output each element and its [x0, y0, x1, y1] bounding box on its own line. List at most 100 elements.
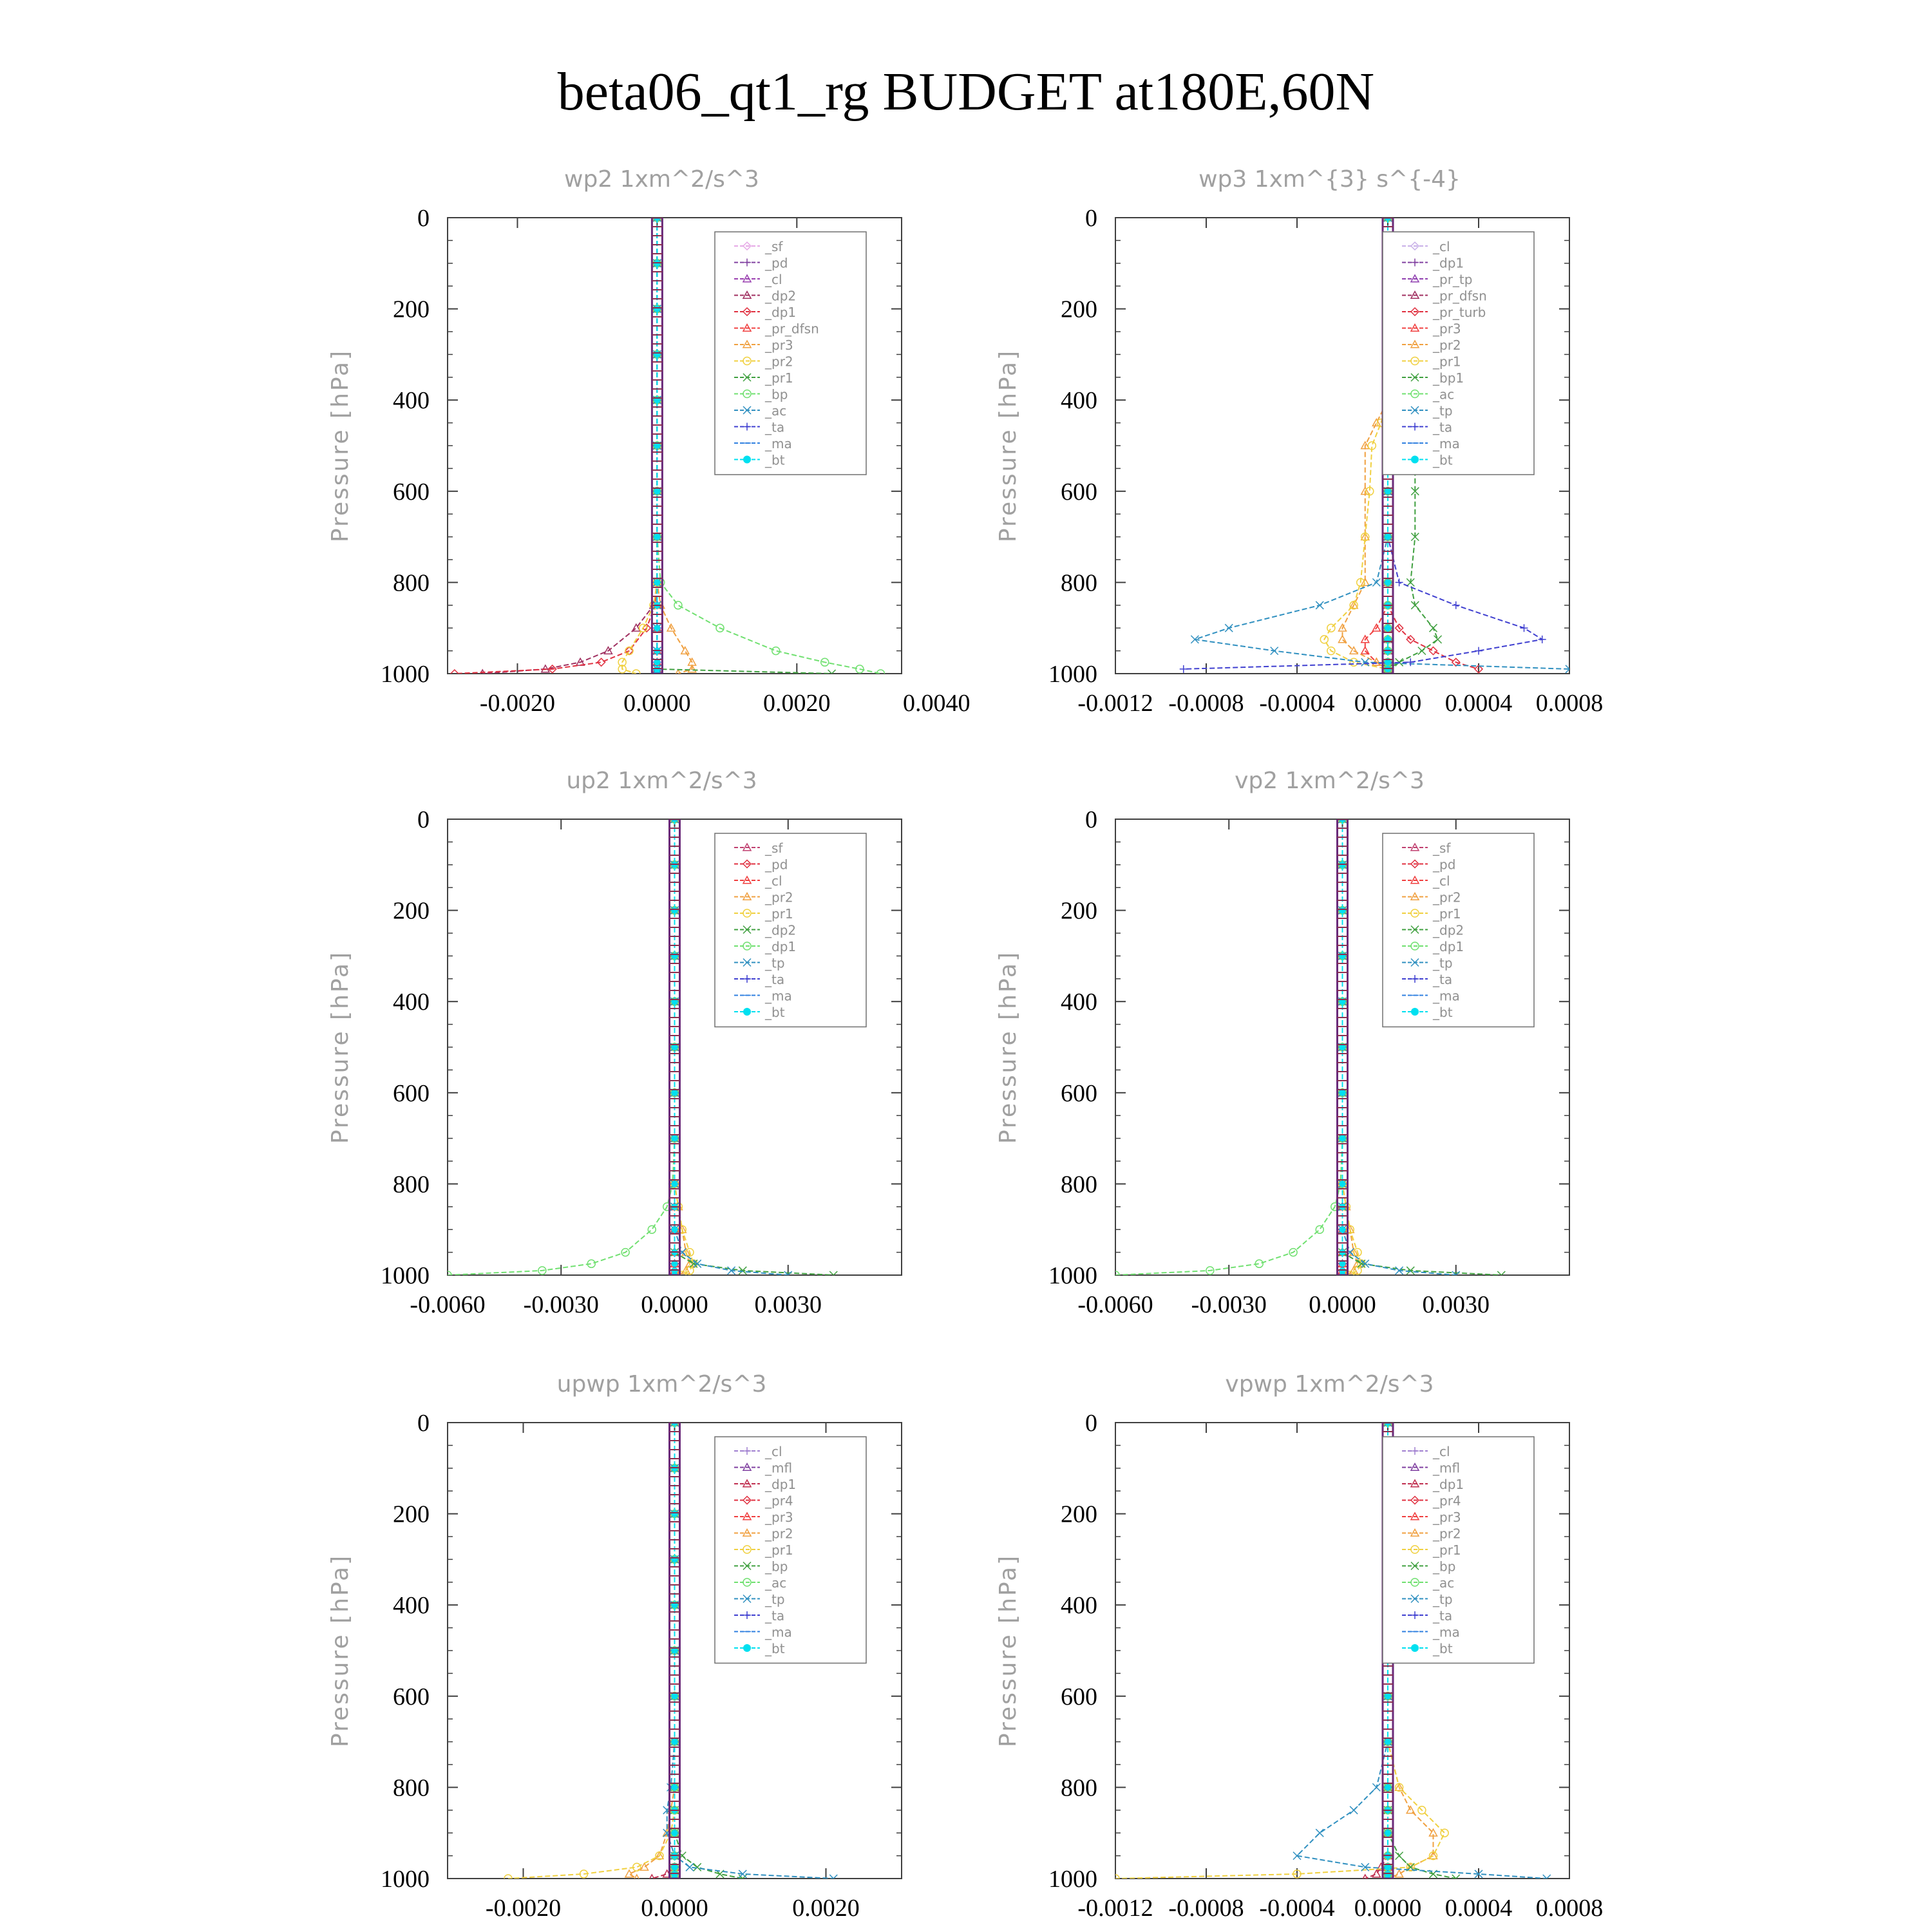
data-point — [1406, 658, 1415, 667]
legend-label: _dp1 — [764, 1477, 796, 1492]
y-tick-label: 200 — [393, 296, 430, 323]
y-axis-label: Pressure [hPa] — [327, 349, 354, 542]
legend-marker — [1410, 1528, 1420, 1537]
series-line — [482, 218, 658, 674]
data-point — [671, 1044, 678, 1050]
data-point — [1327, 623, 1336, 632]
legend-marker — [1410, 958, 1419, 967]
legend-marker — [1410, 373, 1419, 382]
data-point — [1538, 635, 1546, 643]
legend-label: _bt — [764, 1641, 785, 1656]
legend-marker — [742, 842, 752, 851]
series-line — [1341, 218, 1388, 670]
legend-marker — [743, 455, 751, 464]
legend-label: _pr_turb — [1432, 305, 1486, 320]
legend-label: _cl — [1432, 873, 1450, 889]
legend-marker — [1410, 1511, 1420, 1520]
data-point — [1315, 1828, 1324, 1837]
legend-label: _dp2 — [764, 289, 796, 304]
y-tick-label: 1000 — [381, 1866, 430, 1893]
data-point — [1349, 658, 1358, 667]
legend-label: _ma — [1432, 989, 1460, 1004]
data-point — [671, 1556, 678, 1563]
data-point — [1451, 658, 1461, 667]
y-tick-label: 200 — [1061, 1501, 1097, 1528]
legend-marker — [743, 258, 751, 267]
series-line — [627, 1423, 676, 1879]
data-point — [829, 1874, 838, 1879]
data-point — [618, 658, 627, 667]
data-point — [1356, 578, 1365, 587]
panel-title: up2 1xm^2/s^3 — [566, 768, 757, 794]
data-point — [1255, 1259, 1264, 1269]
y-tick-label: 200 — [1061, 898, 1097, 925]
data-point — [1315, 1225, 1324, 1234]
legend-label: _ac — [1432, 1575, 1454, 1591]
x-tick-label: -0.0012 — [1077, 1895, 1153, 1922]
legend-label: _cl — [764, 1444, 782, 1459]
data-point — [671, 1089, 678, 1096]
chart-panels: wp2 1xm^2/s^3 Pressure [hPa] 0 200 400 600 800… — [327, 166, 1603, 1922]
data-point — [655, 1851, 664, 1861]
y-tick-label: 1000 — [1048, 1262, 1097, 1289]
legend-marker — [743, 925, 752, 934]
data-point — [654, 659, 661, 666]
legend-label: _pr2 — [764, 354, 793, 370]
legend-label: _pr1 — [1432, 906, 1461, 922]
legend-label: _bp — [764, 387, 788, 402]
legend: _sf_pd_cl_pr2_pr1_dp2_dp1 _tp_ta _ma_bt — [1382, 833, 1535, 1028]
legend-marker — [1411, 1447, 1419, 1455]
legend-label: _pr1 — [764, 370, 793, 386]
x-tick-label: -0.0004 — [1259, 1895, 1334, 1922]
legend: _cl _dp1_pr_tp _pr_dfsn_pr_turb_pr3_pr2_pr… — [1382, 231, 1535, 475]
y-tick-label: 200 — [393, 1501, 430, 1528]
legend-label: _ma — [1432, 1625, 1460, 1640]
data-point — [1361, 1259, 1370, 1268]
legend-label: _ta — [764, 1608, 784, 1624]
x-tick-label: 0.0020 — [792, 1895, 860, 1922]
chart-panel-3: up2 1xm^2/s^3 Pressure [hPa] 0 200 400 600 800… — [327, 768, 902, 1318]
data-point — [621, 1247, 630, 1257]
legend-label: _dp2 — [764, 923, 796, 938]
legend-marker — [1410, 241, 1420, 251]
x-tick-label: -0.0020 — [486, 1895, 561, 1922]
legend-label: _bp — [1432, 1559, 1455, 1575]
data-point — [1406, 634, 1416, 644]
data-point — [1406, 578, 1415, 587]
data-point — [1385, 1864, 1391, 1871]
legend-marker — [1410, 406, 1419, 415]
legend-label: _pr4 — [764, 1493, 793, 1509]
legend-marker — [743, 1545, 752, 1554]
legend-marker — [1410, 859, 1420, 869]
legend-label: _bt — [1432, 453, 1453, 468]
legend-label: _ma — [764, 1625, 792, 1640]
data-point — [540, 664, 551, 673]
chart-panel-5: upwp 1xm^2/s^3 Pressure [hPa] 0 200 400 600 80… — [327, 1371, 902, 1922]
x-tick-label: 0.0000 — [1354, 690, 1422, 717]
data-point — [738, 1266, 747, 1275]
legend-label: _pr2 — [764, 890, 793, 905]
legend-label: _dp1 — [1432, 1477, 1464, 1492]
y-tick-label: 800 — [1061, 569, 1097, 596]
y-tick-label: 600 — [1061, 1080, 1097, 1107]
y-tick-label: 0 — [417, 205, 430, 232]
data-point — [681, 1247, 691, 1256]
legend-marker — [1410, 1495, 1420, 1505]
data-point — [1320, 635, 1329, 644]
y-tick-label: 400 — [393, 989, 430, 1016]
data-point — [1327, 646, 1336, 656]
data-point — [1452, 1874, 1461, 1879]
x-tick-label: 0.0004 — [1445, 690, 1513, 717]
legend-marker — [742, 307, 752, 317]
y-tick-label: 400 — [1061, 387, 1097, 414]
legend-label: _cl — [764, 873, 782, 889]
legend-label: _sf — [764, 239, 783, 254]
data-point — [671, 1510, 678, 1517]
legend-marker — [1410, 891, 1420, 901]
legend-marker — [742, 1511, 752, 1520]
data-point — [1349, 600, 1359, 609]
x-tick-label: -0.0008 — [1168, 690, 1244, 717]
y-tick-label: 600 — [393, 1080, 430, 1107]
legend-label: _ma — [1432, 436, 1460, 451]
data-point — [1395, 1852, 1404, 1861]
